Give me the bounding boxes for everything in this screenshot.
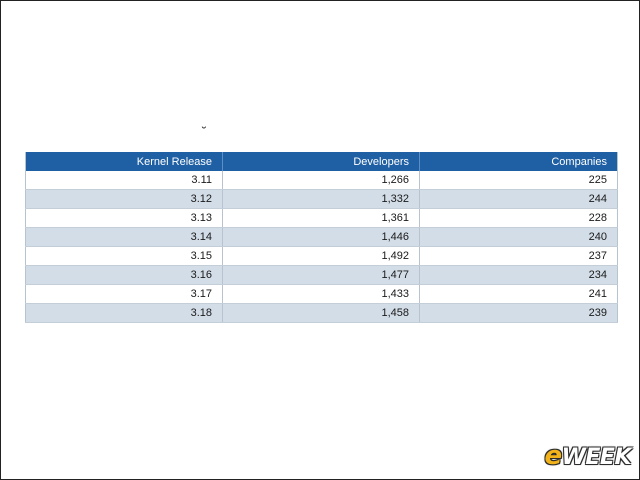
table-row: 3.18 1,458 239 — [25, 303, 618, 323]
cell-kernel-release: 3.14 — [25, 227, 223, 247]
cell-companies: 241 — [419, 284, 618, 304]
cell-developers: 1,361 — [222, 208, 420, 228]
eweek-logo: eWEEK — [544, 441, 631, 471]
kernel-stats-table: Kernel Release Developers Companies 3.11… — [25, 152, 618, 323]
cell-companies: 228 — [419, 208, 618, 228]
cell-kernel-release: 3.17 — [25, 284, 223, 304]
table-row: 3.12 1,332 244 — [25, 189, 618, 209]
cell-kernel-release: 3.16 — [25, 265, 223, 285]
cell-companies: 244 — [419, 189, 618, 209]
cell-developers: 1,477 — [222, 265, 420, 285]
cell-developers: 1,332 — [222, 189, 420, 209]
eweek-logo-e: e — [544, 441, 562, 471]
header-developers: Developers — [222, 152, 420, 171]
table-row: 3.16 1,477 234 — [25, 265, 618, 285]
cell-developers: 1,433 — [222, 284, 420, 304]
cell-developers: 1,458 — [222, 303, 420, 323]
cell-kernel-release: 3.12 — [25, 189, 223, 209]
table-header-row: Kernel Release Developers Companies — [25, 152, 618, 171]
cell-kernel-release: 3.11 — [25, 171, 223, 190]
cell-companies: 237 — [419, 246, 618, 266]
cell-companies: 225 — [419, 171, 618, 190]
header-companies: Companies — [419, 152, 618, 171]
cell-kernel-release: 3.13 — [25, 208, 223, 228]
cell-kernel-release: 3.15 — [25, 246, 223, 266]
breve-mark: ˘ — [202, 124, 207, 139]
cell-kernel-release: 3.18 — [25, 303, 223, 323]
cell-developers: 1,492 — [222, 246, 420, 266]
table-row: 3.11 1,266 225 — [25, 171, 618, 190]
table-row: 3.15 1,492 237 — [25, 246, 618, 266]
cell-companies: 240 — [419, 227, 618, 247]
table-row: 3.13 1,361 228 — [25, 208, 618, 228]
cell-companies: 234 — [419, 265, 618, 285]
table-row: 3.17 1,433 241 — [25, 284, 618, 304]
cell-developers: 1,266 — [222, 171, 420, 190]
header-kernel-release: Kernel Release — [25, 152, 223, 171]
eweek-logo-week: WEEK — [561, 445, 632, 470]
table-row: 3.14 1,446 240 — [25, 227, 618, 247]
cell-developers: 1,446 — [222, 227, 420, 247]
cell-companies: 239 — [419, 303, 618, 323]
